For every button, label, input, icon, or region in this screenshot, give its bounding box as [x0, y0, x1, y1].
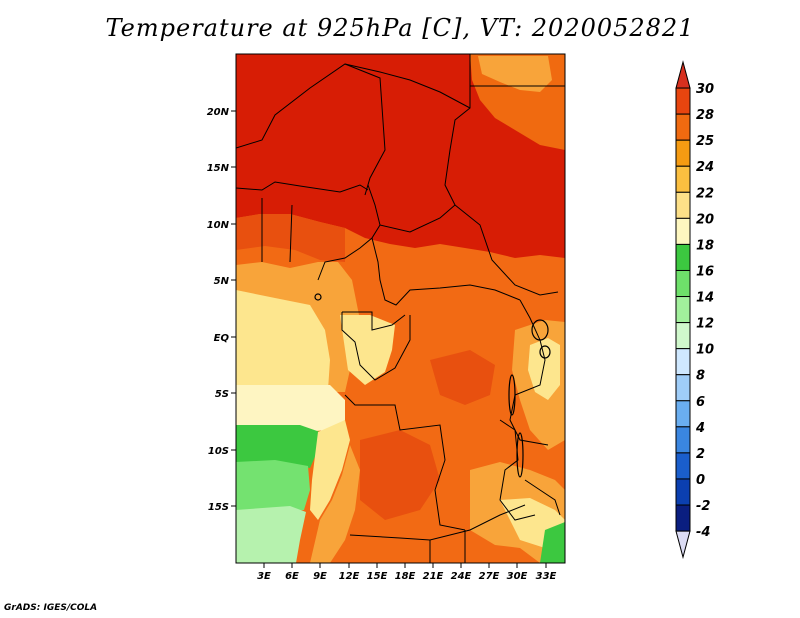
- colorbar-segment: [675, 87, 691, 115]
- lat-label-5s: 5S: [215, 389, 229, 400]
- field-light-green: [236, 460, 310, 514]
- lon-tick-33e: 33E: [536, 563, 557, 582]
- colorbar-label: 24: [696, 160, 714, 175]
- temperature-field: [236, 54, 565, 563]
- field-northeast-light: [478, 56, 552, 92]
- lat-tick-15n: 15N: [207, 163, 236, 174]
- colorbar-label: 4: [695, 421, 705, 436]
- colorbar-segment: [675, 191, 691, 219]
- field-east-yellow: [528, 338, 560, 400]
- lon-tick-3e: 3E: [257, 563, 271, 582]
- colorbar-label: 22: [696, 186, 714, 201]
- colorbar-top-triangle: [675, 60, 691, 89]
- lat-label-15s: 15S: [208, 502, 229, 513]
- lon-label-30e: 30E: [507, 571, 528, 582]
- colorbar-segment: [675, 296, 691, 324]
- lon-label-24e: 24E: [451, 571, 472, 582]
- lakes: [314, 293, 551, 478]
- colorbar-label: 0: [696, 473, 705, 488]
- field-green-band: [236, 425, 320, 468]
- colorbar-label: 14: [696, 291, 714, 306]
- colorbar-label: -4: [696, 525, 710, 540]
- country-borders: [236, 54, 565, 563]
- field-angola-light-orange: [310, 445, 360, 563]
- colorbar-segment: [675, 348, 691, 376]
- lat-label-15n: 15N: [207, 163, 230, 174]
- colorbar-label: 2: [696, 447, 705, 462]
- colorbar-segment: [675, 504, 691, 532]
- lon-label-3e: 3E: [257, 571, 271, 582]
- lon-tick-27e: 27E: [479, 563, 500, 582]
- lat-label-10n: 10N: [207, 220, 230, 231]
- lon-label-18e: 18E: [395, 571, 416, 582]
- colorbar-segment: [675, 243, 691, 271]
- field-south-central-dark: [360, 430, 440, 520]
- map-title: Temperature at 925hPa [C], VT: 202005282…: [105, 14, 695, 42]
- colorbar-label: 8: [696, 369, 705, 384]
- lon-axis: 3E 6E 9E 12E 15E 18E 21E 24E 27E 30E 33E: [257, 563, 557, 582]
- lon-label-27e: 27E: [479, 571, 500, 582]
- lon-tick-9e: 9E: [313, 563, 327, 582]
- colorbar-label: 28: [696, 108, 714, 123]
- colorbar-segment: [675, 478, 691, 506]
- lon-tick-24e: 24E: [451, 563, 472, 582]
- map-frame: [235, 53, 566, 564]
- lat-tick-10n: 10N: [207, 220, 236, 231]
- colorbar-label: 25: [696, 134, 714, 149]
- colorbar-segment: [675, 165, 691, 193]
- field-central-dark: [430, 350, 495, 405]
- grads-credit: GrADS: IGES/COLA: [4, 603, 98, 613]
- lon-label-21e: 21E: [423, 571, 444, 582]
- colorbar-segment: [675, 400, 691, 428]
- colorbar-label: 20: [696, 212, 714, 227]
- colorbar-segment: [675, 452, 691, 480]
- lon-label-9e: 9E: [313, 571, 327, 582]
- lat-label-eq: EQ: [214, 333, 230, 344]
- colorbar-bottom-triangle: [675, 530, 691, 560]
- lon-label-33e: 33E: [536, 571, 557, 582]
- colorbar-segment: [675, 113, 691, 141]
- colorbar-label: 12: [696, 317, 714, 332]
- field-hot-north: [236, 54, 565, 258]
- field-ocean-pale: [236, 290, 330, 390]
- field-angola-coast: [310, 420, 350, 520]
- lat-label-20n: 20N: [207, 107, 230, 118]
- lon-tick-21e: 21E: [423, 563, 444, 582]
- field-congo-yellow: [340, 315, 395, 385]
- lat-label-5n: 5N: [214, 276, 230, 287]
- field-pale-green: [236, 506, 306, 563]
- lon-tick-12e: 12E: [339, 563, 360, 582]
- field-southeast-green: [540, 522, 565, 563]
- colorbar-label: 30: [696, 82, 714, 97]
- lon-label-15e: 15E: [367, 571, 388, 582]
- lat-tick-15s: 15S: [208, 502, 236, 513]
- colorbar-segment: [675, 139, 691, 167]
- lat-axis: 20N 15N 10N 5N EQ 5S 10S 15S: [207, 107, 236, 513]
- field-south-pale: [236, 385, 345, 432]
- lat-label-10s: 10S: [208, 446, 229, 457]
- colorbar-segment: [675, 374, 691, 402]
- lat-tick-5s: 5S: [215, 389, 236, 400]
- lon-tick-30e: 30E: [507, 563, 528, 582]
- colorbar-segment: [675, 217, 691, 245]
- colorbar-segment: [675, 426, 691, 454]
- lon-tick-6e: 6E: [285, 563, 299, 582]
- colorbar-label: 16: [696, 264, 714, 279]
- colorbar-label: -2: [696, 499, 710, 514]
- lon-tick-18e: 18E: [395, 563, 416, 582]
- colorbar-segment: [675, 322, 691, 350]
- colorbar-label: 6: [696, 395, 705, 410]
- lat-tick-eq: EQ: [214, 333, 236, 344]
- lat-tick-10s: 10S: [208, 446, 236, 457]
- lon-label-12e: 12E: [339, 571, 360, 582]
- lat-tick-20n: 20N: [207, 107, 236, 118]
- lon-label-6e: 6E: [285, 571, 299, 582]
- colorbar-label: 18: [696, 238, 714, 253]
- colorbar-segment: [675, 269, 691, 298]
- lat-tick-5n: 5N: [214, 276, 236, 287]
- lon-tick-15e: 15E: [367, 563, 388, 582]
- colorbar-label: 10: [696, 343, 714, 358]
